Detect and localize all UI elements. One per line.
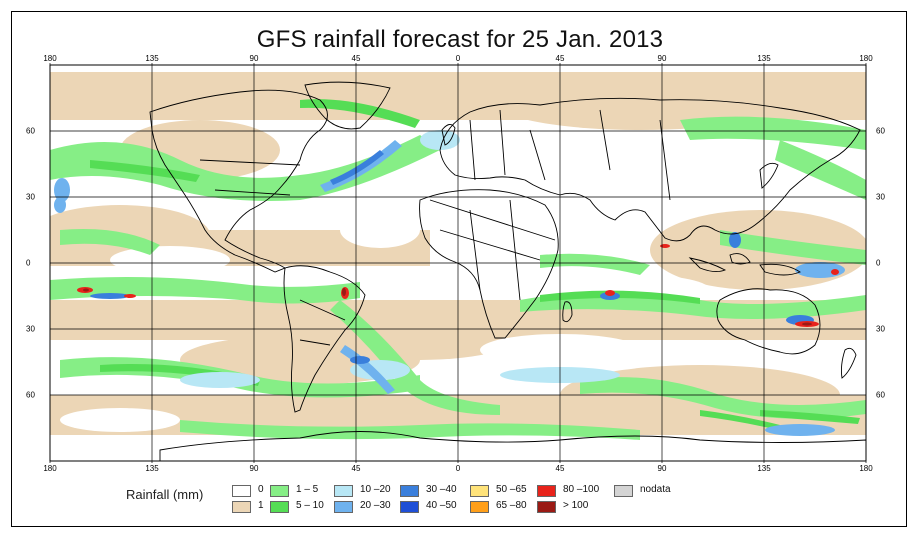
lon-tick-label-top: 180 xyxy=(859,54,873,63)
lon-tick-label-bottom: 0 xyxy=(455,464,461,473)
lat-tick-label-right: 30 xyxy=(876,192,885,202)
lon-tick-label-bottom: 90 xyxy=(657,464,667,473)
legend-swatch xyxy=(232,501,251,513)
legend-label: 65 –80 xyxy=(496,500,527,511)
legend-label: 1 – 5 xyxy=(296,484,319,495)
legend-label: 20 –30 xyxy=(360,500,391,511)
rain-30-50mm-areas xyxy=(90,150,814,364)
lon-tick-label-top: 135 xyxy=(757,54,771,63)
lon-tick-label-top: 90 xyxy=(657,54,667,63)
legend-swatch xyxy=(537,485,556,497)
legend-label: 5 – 10 xyxy=(296,500,324,511)
legend-swatch xyxy=(270,501,289,513)
lon-tick-label-bottom: 45 xyxy=(555,464,565,473)
lat-tick-label-left: 0 xyxy=(26,258,31,268)
lon-tick-label-top: 45 xyxy=(555,54,565,63)
lon-tick-label-top: 45 xyxy=(351,54,361,63)
lon-tick-label-bottom: 135 xyxy=(145,464,159,473)
legend-swatch xyxy=(334,485,353,497)
lat-tick-label-left: 30 xyxy=(26,192,35,202)
legend-swatch xyxy=(232,485,251,497)
legend-swatch xyxy=(400,485,419,497)
lat-tick-label-right: 30 xyxy=(876,324,885,334)
lon-tick-label-bottom: 180 xyxy=(859,464,873,473)
lon-tick-label-top: 135 xyxy=(145,54,159,63)
lon-tick-label-bottom: 135 xyxy=(757,464,771,473)
rain-80-100mm-areas xyxy=(77,244,839,327)
lon-tick-label-bottom: 90 xyxy=(249,464,259,473)
lat-tick-label-right: 60 xyxy=(876,126,885,136)
legend-label: 10 –20 xyxy=(360,484,391,495)
legend-swatch xyxy=(400,501,419,513)
legend-swatch xyxy=(470,485,489,497)
legend-swatch xyxy=(537,501,556,513)
legend-swatch xyxy=(270,485,289,497)
lat-tick-label-left: 30 xyxy=(26,324,35,334)
lat-tick-label-right: 60 xyxy=(876,390,885,400)
lon-tick-label-bottom: 180 xyxy=(43,464,57,473)
legend-label: 80 –100 xyxy=(563,484,600,495)
legend-label: 0 xyxy=(258,484,264,495)
legend-label: nodata xyxy=(640,484,671,495)
legend-label: 50 –65 xyxy=(496,484,527,495)
lon-tick-label-top: 0 xyxy=(455,54,461,63)
legend-label: 40 –50 xyxy=(426,500,457,511)
figure-frame xyxy=(11,11,907,527)
lon-tick-label-bottom: 45 xyxy=(351,464,361,473)
legend-label: 30 –40 xyxy=(426,484,457,495)
lat-tick-label-left: 60 xyxy=(26,390,35,400)
lon-tick-label-top: 90 xyxy=(249,54,259,63)
coastlines xyxy=(149,81,866,461)
legend-swatch xyxy=(470,501,489,513)
legend-swatch xyxy=(334,501,353,513)
lat-tick-label-right: 0 xyxy=(876,258,881,268)
legend-swatch xyxy=(614,485,633,497)
map-title: GFS rainfall forecast for 25 Jan. 2013 xyxy=(256,26,664,53)
graticule xyxy=(50,65,866,461)
lon-tick-label-top: 180 xyxy=(43,54,57,63)
lat-tick-label-left: 60 xyxy=(26,126,35,136)
legend-label: 1 xyxy=(258,500,264,511)
rain-gt-100mm-areas xyxy=(83,288,812,326)
legend-title: Rainfall (mm) xyxy=(126,487,204,502)
legend-label: > 100 xyxy=(563,500,589,511)
